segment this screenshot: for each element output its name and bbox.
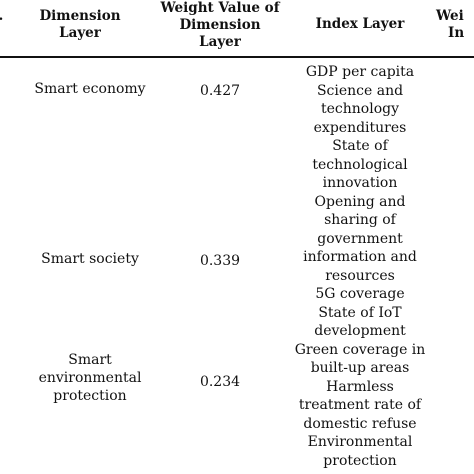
index-line: Science and [316,82,404,99]
index-line: treatment rate of [298,397,422,413]
weight-cell: 0.234 [199,374,241,390]
index-line: Environmental [307,434,413,450]
header-dimension-line: Layer [59,25,101,41]
header-prefix: . [0,8,8,25]
dimension-line: protection [53,388,127,404]
index-line: government [317,230,403,247]
header-weight-line: Dimension [179,17,261,33]
index-line: expenditures [313,119,407,136]
index-line: technology [321,101,399,117]
index-line: State of IoT [318,304,402,321]
index-line: technological [312,156,408,173]
dimension-line: Smart society [41,251,139,267]
index-line: resources [325,267,395,284]
index-line: 5G coverage [315,286,405,302]
index-line: Harmless [326,378,394,395]
header-weight-index: Wei In [436,8,474,42]
header-weight-index-line: In [448,25,465,41]
header-dimension-line: Dimension [39,8,121,24]
index-line: development [314,323,406,339]
index-line: information and [303,249,417,265]
header-weight-line: Layer [199,34,241,50]
dimension-line: Smart [68,352,112,368]
index-line: GDP per capita [305,64,415,80]
weight-cell: 0.427 [199,83,241,99]
index-line: sharing of [324,212,396,228]
index-line: innovation [322,175,398,191]
index-line: built-up areas [310,360,410,376]
header-weight-index-line: Wei [436,8,464,24]
index-line: State of [332,138,388,154]
header-weight-line: Weight Value of [160,0,280,16]
dimension-line: environmental [38,370,142,386]
index-layer-list: GDP per capita Science and technology ex… [280,63,440,470]
header-weight-dimension: Weight Value of Dimension Layer [150,0,290,51]
index-line: Opening and [314,193,406,210]
dimension-line: Smart economy [34,81,146,97]
dimension-cell: Smart society [0,250,180,268]
header-rule [0,56,474,58]
index-line: protection [323,452,397,469]
header-dimension-layer: Dimension Layer [10,8,150,42]
index-line: Green coverage in [294,341,426,358]
dimension-cell: Smart economy [0,80,180,98]
weight-cell: 0.339 [199,253,241,269]
index-line: domestic refuse [303,415,417,432]
header-index-layer: Index Layer [315,16,405,32]
table-header: . Dimension Layer Weight Value of Dimens… [0,0,474,56]
dimension-cell: Smart environmental protection [0,351,180,405]
